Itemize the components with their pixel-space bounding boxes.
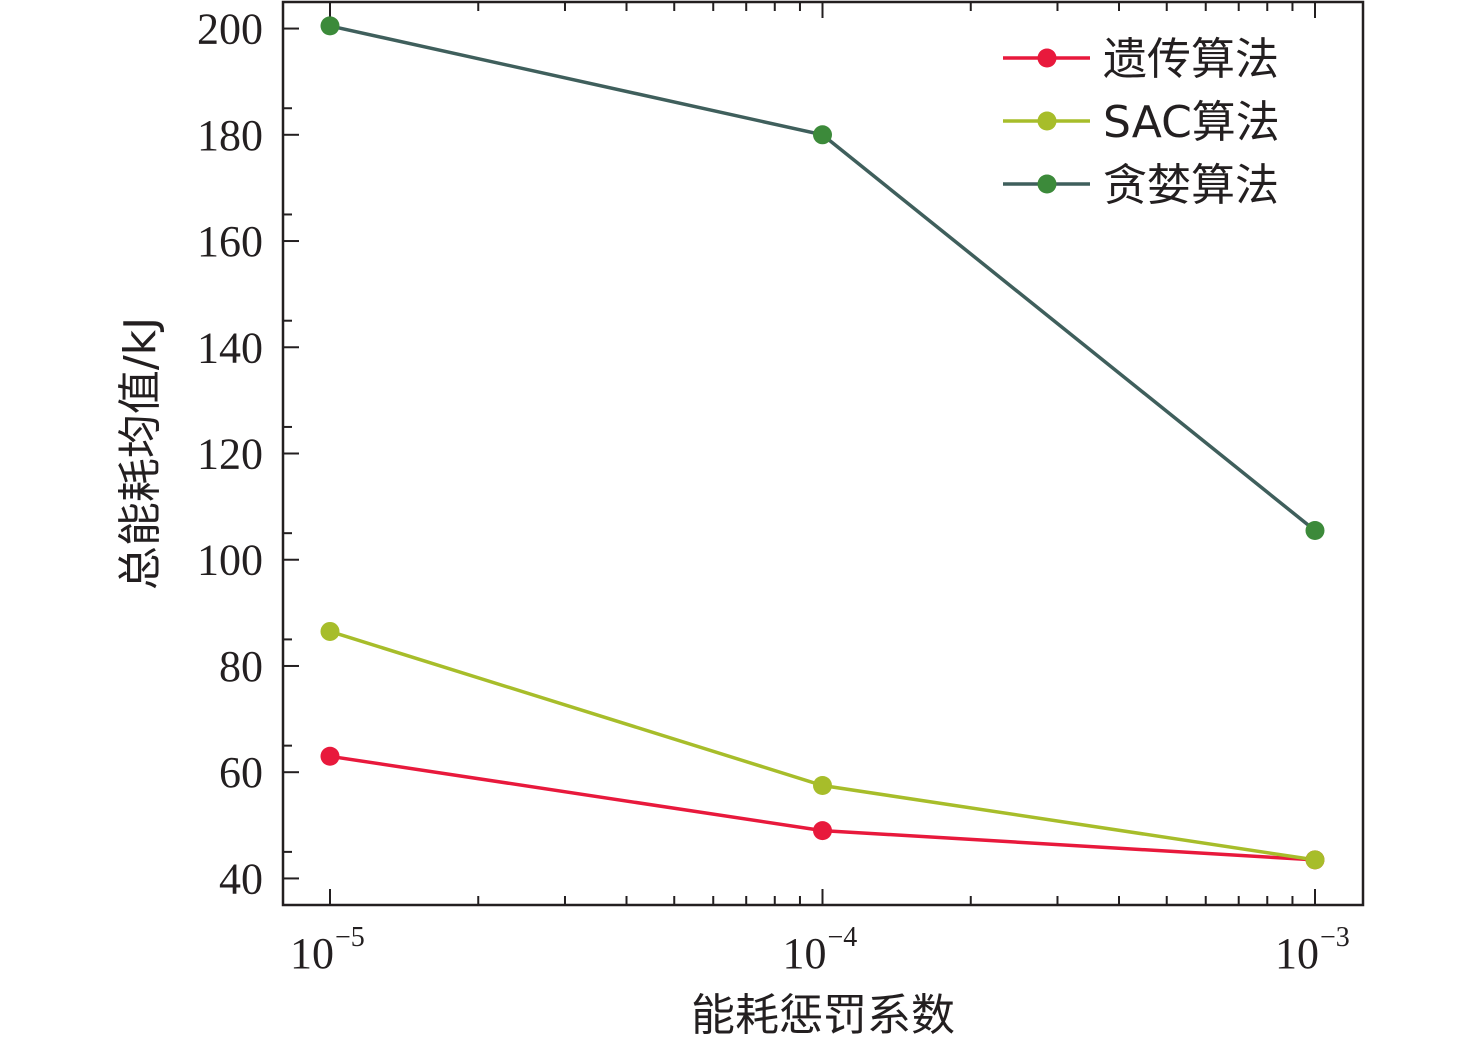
y-axis-label: 总能耗均值/kJ: [115, 317, 166, 590]
legend-marker: [1037, 174, 1057, 194]
data-point: [320, 16, 340, 36]
x-tick-exponent: −4: [828, 922, 858, 953]
y-tick-label: 180: [197, 111, 263, 160]
x-minor-ticks: [477, 2, 1294, 905]
y-tick-label: 40: [219, 854, 263, 903]
data-point: [320, 621, 340, 641]
legend-label: 贪婪算法: [1103, 160, 1279, 211]
x-axis-label: 能耗惩罚系数: [691, 990, 955, 1041]
y-tick-label: 80: [219, 642, 263, 691]
data-point: [1305, 521, 1325, 541]
x-tick-label: 10: [1275, 929, 1319, 978]
y-tick-label: 60: [219, 748, 263, 797]
legend-marker: [1037, 111, 1057, 131]
x-tick-exponent: −3: [1320, 922, 1350, 953]
legend-label: 遗传算法: [1103, 34, 1279, 85]
x-tick-label: 10: [783, 929, 827, 978]
data-point: [320, 746, 340, 766]
data-point: [1305, 850, 1325, 870]
x-axis-ticks: 10 −5 10 −4 10 −3: [290, 2, 1350, 978]
y-tick-label: 100: [197, 536, 263, 585]
y-tick-label: 160: [197, 217, 263, 266]
series-lines: [329, 24, 1317, 862]
x-tick-label: 10: [290, 929, 334, 978]
y-axis-ticks: 40 60 80 100 120 140 160 180 200: [197, 5, 299, 903]
data-point: [813, 125, 832, 145]
data-point: [813, 821, 832, 841]
y-tick-label: 140: [197, 323, 263, 372]
series-line: [329, 754, 1316, 862]
series-points: [320, 16, 1325, 870]
y-tick-label: 120: [197, 430, 263, 479]
x-tick-exponent: −5: [335, 922, 365, 953]
y-tick-label: 200: [197, 5, 263, 54]
legend-marker: [1037, 48, 1057, 68]
legend-label: SAC算法: [1103, 97, 1280, 148]
data-point: [813, 775, 832, 795]
